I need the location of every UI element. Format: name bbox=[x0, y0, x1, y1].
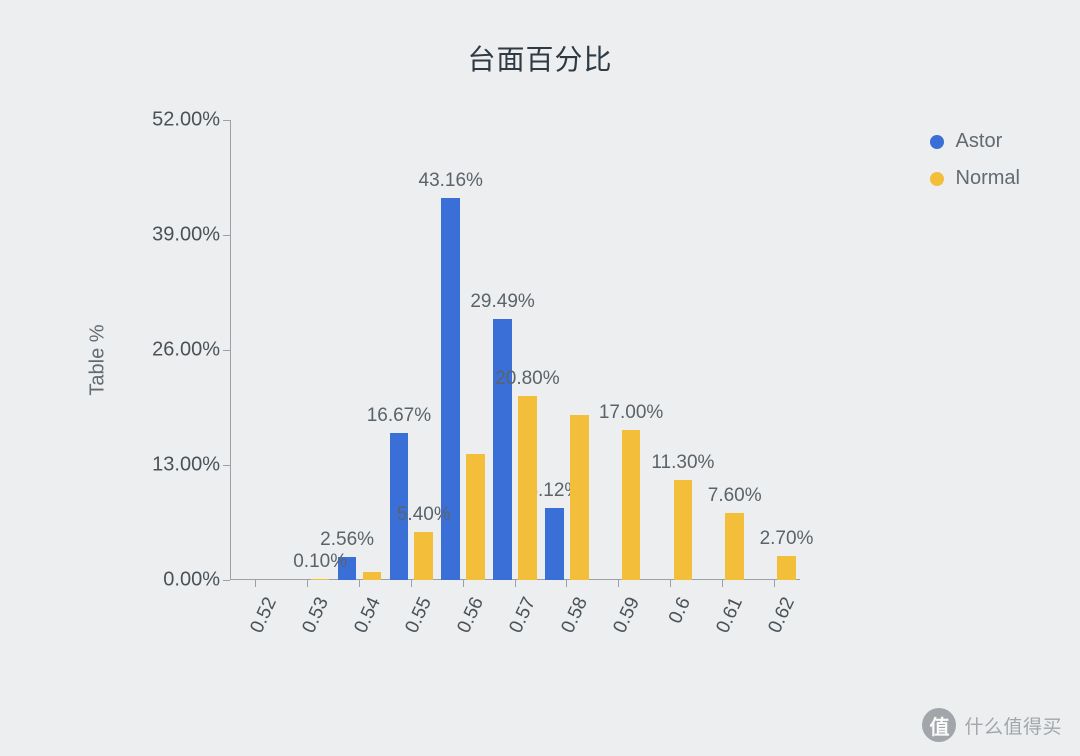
x-tick-label: 0.53 bbox=[298, 594, 334, 637]
x-tick-mark bbox=[566, 580, 567, 587]
bar-normal bbox=[414, 532, 433, 580]
bar-normal bbox=[674, 480, 693, 580]
bar-value-label: 16.67% bbox=[367, 405, 431, 427]
x-tick-mark bbox=[515, 580, 516, 587]
x-tick-label: 0.62 bbox=[764, 594, 800, 637]
bar-normal bbox=[725, 513, 744, 580]
y-axis-line bbox=[230, 120, 231, 580]
y-tick-label: 52.00% bbox=[120, 109, 220, 132]
bar-normal bbox=[570, 415, 589, 580]
x-tick-label: 0.61 bbox=[713, 594, 749, 637]
chart-title: 台面百分比 bbox=[0, 38, 1080, 78]
x-tick-mark bbox=[463, 580, 464, 587]
bar-normal bbox=[363, 572, 382, 580]
y-axis-label: Table % bbox=[87, 324, 110, 395]
plot-area: 2.56%16.67%43.16%29.49%8.12%0.10%5.40%20… bbox=[230, 120, 800, 580]
y-tick-mark bbox=[223, 120, 230, 121]
bar-value-label: 7.60% bbox=[708, 485, 762, 507]
bar-value-label: 17.00% bbox=[599, 402, 663, 424]
bar-value-label: 0.10% bbox=[293, 551, 347, 573]
y-tick-mark bbox=[223, 580, 230, 581]
legend-item-astor: Astor bbox=[930, 130, 1020, 153]
bar-value-label: 43.16% bbox=[419, 170, 483, 192]
x-tick-mark bbox=[618, 580, 619, 587]
bar-normal bbox=[311, 579, 330, 580]
x-tick-label: 0.6 bbox=[665, 594, 696, 627]
y-tick-label: 13.00% bbox=[120, 454, 220, 477]
legend-item-normal: Normal bbox=[930, 167, 1020, 190]
bar-value-label: 29.49% bbox=[470, 291, 534, 313]
bar-normal bbox=[466, 454, 485, 581]
bar-astor bbox=[545, 508, 564, 580]
x-tick-mark bbox=[722, 580, 723, 587]
x-tick-label: 0.52 bbox=[246, 594, 282, 637]
x-tick-mark bbox=[670, 580, 671, 587]
legend-label-normal: Normal bbox=[956, 167, 1020, 190]
y-tick-mark bbox=[223, 235, 230, 236]
bar-value-label: 11.30% bbox=[651, 452, 714, 474]
x-tick-mark bbox=[255, 580, 256, 587]
watermark-badge-icon: 值 bbox=[922, 708, 956, 742]
chart-container: 台面百分比 Table % Astor Normal 0.00% 13.00% 26… bbox=[0, 0, 1080, 756]
legend: Astor Normal bbox=[930, 130, 1020, 204]
bar-value-label: 20.80% bbox=[495, 368, 559, 390]
legend-swatch-normal bbox=[930, 172, 944, 186]
x-tick-label: 0.55 bbox=[402, 594, 438, 637]
bar-value-label: 5.40% bbox=[397, 504, 451, 526]
x-tick-mark bbox=[359, 580, 360, 587]
y-tick-mark bbox=[223, 465, 230, 466]
bar-normal bbox=[622, 430, 641, 580]
y-tick-label: 39.00% bbox=[120, 224, 220, 247]
bar-value-label: 2.56% bbox=[320, 529, 374, 551]
x-tick-mark bbox=[411, 580, 412, 587]
bar-astor bbox=[493, 319, 512, 580]
x-tick-label: 0.56 bbox=[454, 594, 490, 637]
legend-swatch-astor bbox=[930, 135, 944, 149]
x-tick-label: 0.54 bbox=[350, 594, 386, 637]
bar-normal bbox=[518, 396, 537, 580]
x-tick-mark bbox=[774, 580, 775, 587]
watermark: 值 什么值得买 bbox=[922, 708, 1062, 742]
y-tick-label: 26.00% bbox=[120, 339, 220, 362]
x-tick-label: 0.57 bbox=[505, 594, 541, 637]
watermark-text: 什么值得买 bbox=[964, 712, 1062, 739]
y-tick-label: 0.00% bbox=[120, 569, 220, 592]
y-tick-mark bbox=[223, 350, 230, 351]
legend-label-astor: Astor bbox=[956, 130, 1003, 153]
bar-value-label: 2.70% bbox=[760, 528, 814, 550]
bar-normal bbox=[777, 556, 796, 580]
x-tick-label: 0.58 bbox=[557, 594, 593, 637]
x-tick-label: 0.59 bbox=[609, 594, 645, 637]
x-tick-mark bbox=[307, 580, 308, 587]
